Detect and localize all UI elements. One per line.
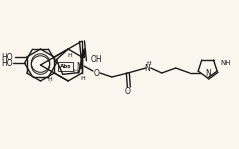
Text: O: O [94, 69, 100, 77]
Text: HO: HO [1, 53, 12, 62]
FancyBboxPatch shape [58, 62, 73, 71]
Text: OH: OH [91, 55, 102, 64]
Text: NH: NH [221, 60, 231, 66]
Text: N: N [205, 69, 211, 77]
Text: N: N [76, 62, 82, 70]
Text: O: O [125, 87, 131, 96]
Text: H: H [54, 59, 58, 64]
Text: H: H [74, 69, 78, 74]
Polygon shape [80, 48, 84, 57]
Text: Ḥ: Ḥ [47, 76, 52, 82]
Text: H: H [147, 60, 151, 66]
Text: HO: HO [1, 59, 12, 67]
Text: N: N [144, 63, 150, 73]
Text: Abs: Abs [60, 64, 72, 69]
Text: H: H [81, 76, 85, 82]
Text: H: H [68, 53, 72, 58]
